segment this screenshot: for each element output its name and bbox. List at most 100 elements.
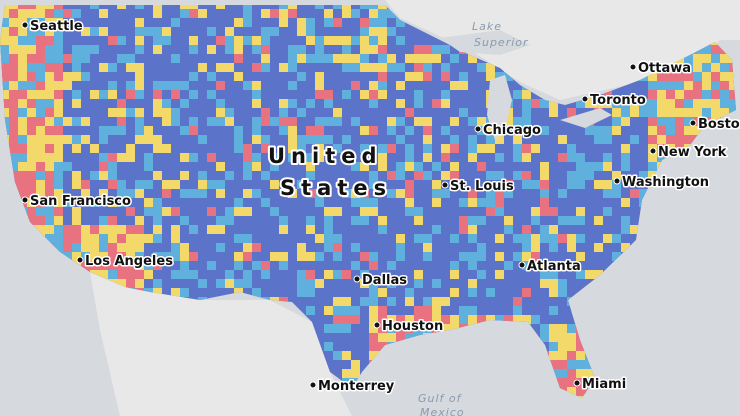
- county: [540, 279, 549, 288]
- county: [108, 36, 117, 45]
- county: [432, 54, 441, 63]
- county: [252, 99, 261, 108]
- county: [171, 207, 180, 216]
- county: [576, 252, 585, 261]
- county: [0, 63, 9, 72]
- county: [0, 18, 9, 27]
- county: [423, 243, 432, 252]
- county: [576, 360, 585, 369]
- county: [27, 126, 36, 135]
- county: [180, 243, 189, 252]
- county: [351, 198, 360, 207]
- county: [621, 243, 630, 252]
- county: [396, 252, 405, 261]
- county: [585, 378, 594, 387]
- county: [288, 45, 297, 54]
- county: [576, 342, 585, 351]
- county: [180, 270, 189, 279]
- county: [387, 315, 396, 324]
- county: [459, 72, 468, 81]
- county: [9, 72, 18, 81]
- county: [315, 153, 324, 162]
- county: [315, 90, 324, 99]
- county: [36, 72, 45, 81]
- county: [117, 279, 126, 288]
- county: [549, 99, 558, 108]
- county: [27, 99, 36, 108]
- county: [99, 243, 108, 252]
- county: [558, 378, 567, 387]
- county: [9, 144, 18, 153]
- county: [369, 81, 378, 90]
- county: [54, 63, 63, 72]
- county: [432, 324, 441, 333]
- county: [396, 189, 405, 198]
- county: [333, 270, 342, 279]
- county: [504, 225, 513, 234]
- county: [297, 72, 306, 81]
- county: [27, 216, 36, 225]
- county: [18, 18, 27, 27]
- county: [423, 297, 432, 306]
- city-dot: [629, 63, 637, 71]
- county: [558, 216, 567, 225]
- county: [441, 72, 450, 81]
- county: [81, 72, 90, 81]
- county: [99, 90, 108, 99]
- county: [351, 9, 360, 18]
- county: [513, 252, 522, 261]
- county: [414, 234, 423, 243]
- county: [135, 270, 144, 279]
- county: [117, 189, 126, 198]
- county: [657, 72, 666, 81]
- city-label: Seattle: [30, 19, 83, 34]
- county: [405, 153, 414, 162]
- county: [306, 225, 315, 234]
- county: [486, 144, 495, 153]
- county: [360, 5, 369, 9]
- county: [351, 306, 360, 315]
- county: [432, 306, 441, 315]
- county: [189, 126, 198, 135]
- city-dot: [309, 381, 317, 389]
- county: [18, 180, 27, 189]
- county: [378, 144, 387, 153]
- county: [45, 144, 54, 153]
- county: [261, 36, 270, 45]
- county: [594, 99, 603, 108]
- county: [567, 216, 576, 225]
- county: [378, 153, 387, 162]
- county: [369, 279, 378, 288]
- county: [522, 126, 531, 135]
- county: [657, 135, 666, 144]
- county: [387, 63, 396, 72]
- labels: Seattle Ottawa Toronto Boston Chicago New Yor…: [21, 18, 740, 416]
- county: [45, 126, 54, 135]
- county: [90, 252, 99, 261]
- county: [297, 243, 306, 252]
- county: [9, 162, 18, 171]
- county: [171, 180, 180, 189]
- county: [144, 180, 153, 189]
- city-dot: [573, 379, 581, 387]
- water-label: Mexico: [420, 406, 465, 416]
- city-dot: [474, 125, 482, 133]
- county: [549, 261, 558, 270]
- county: [423, 135, 432, 144]
- county: [513, 234, 522, 243]
- county: [603, 162, 612, 171]
- county: [54, 207, 63, 216]
- county: [396, 234, 405, 243]
- county: [396, 81, 405, 90]
- county: [378, 225, 387, 234]
- county: [189, 252, 198, 261]
- county: [45, 135, 54, 144]
- county: [351, 261, 360, 270]
- county: [423, 153, 432, 162]
- county: [135, 90, 144, 99]
- county: [504, 315, 513, 324]
- county: [585, 270, 594, 279]
- county: [315, 45, 324, 54]
- county: [234, 252, 243, 261]
- county: [18, 27, 27, 36]
